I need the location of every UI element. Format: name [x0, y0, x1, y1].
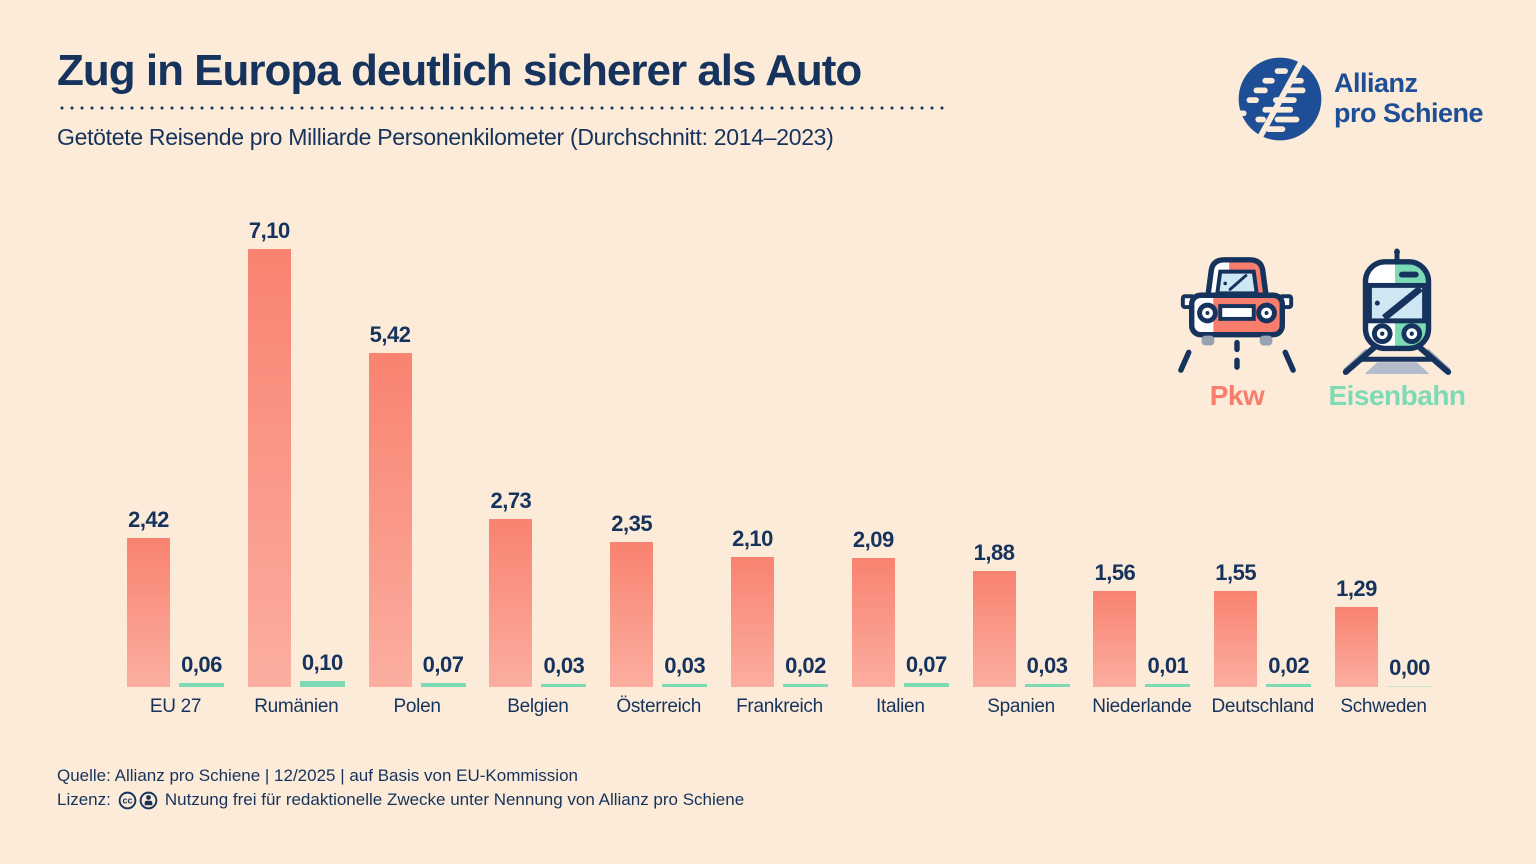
license-text: Nutzung frei für redaktionelle Zwecke un…: [164, 790, 745, 809]
cc-by-icon: [139, 791, 158, 809]
country-label: Spanien: [987, 696, 1055, 717]
car-bar: [247, 249, 291, 687]
rail-value-label: 0,00: [1389, 654, 1430, 680]
rail-bar: [1387, 685, 1432, 687]
chart-legend: Pkw: [1174, 248, 1466, 412]
brand-logo: Allianz pro Schiene: [1236, 55, 1484, 143]
car-value-label: 2,35: [611, 511, 653, 536]
brand-name-line1: Allianz: [1334, 68, 1418, 99]
svg-text:cc: cc: [122, 795, 132, 805]
car-value-label: 2,42: [128, 507, 169, 532]
license-icons: cc: [118, 791, 158, 810]
page-title: Zug in Europa deutlich sicherer als Auto: [57, 46, 862, 95]
rail-value-label: 0,07: [905, 651, 947, 677]
brand-name-line2: pro Schiene: [1334, 98, 1484, 128]
rail-bar: [662, 684, 708, 687]
country-label: Italien: [875, 696, 925, 717]
rail-value-label: 0,03: [1026, 653, 1068, 678]
car-bar: [851, 558, 895, 687]
country-label: Frankreich: [736, 696, 823, 717]
car-value-label: 1,56: [1094, 560, 1136, 585]
brand-name: Allianz pro Schiene: [1334, 68, 1484, 128]
rail-bar: [1024, 684, 1070, 687]
car-bar: [610, 542, 654, 687]
legend-item-car: Pkw: [1174, 248, 1300, 412]
cc-icon: cc: [118, 791, 137, 809]
license-line: Lizenz: cc Nutzung frei für redaktionell…: [57, 788, 744, 812]
train-icon: [1342, 248, 1452, 376]
car-value-label: 2,10: [732, 526, 773, 551]
country-label: Deutschland: [1211, 696, 1315, 717]
country-label: Österreich: [616, 696, 701, 717]
header: Zug in Europa deutlich sicherer als Auto…: [57, 46, 957, 151]
car-value-label: 1,55: [1215, 560, 1257, 585]
car-value-label: 2,73: [490, 488, 532, 513]
country-label: Polen: [393, 696, 441, 717]
license-prefix: Lizenz:: [57, 790, 111, 809]
rail-value-label: 0,01: [1147, 653, 1189, 678]
car-bar: [1093, 591, 1137, 687]
car-value-label: 5,42: [369, 322, 411, 347]
rail-value-label: 0,03: [664, 653, 706, 678]
car-value-label: 7,10: [248, 218, 290, 243]
title-divider: [57, 106, 945, 111]
legend-label-car: Pkw: [1209, 380, 1265, 411]
car-icon: [1178, 257, 1296, 376]
legend-item-train: Eisenbahn: [1328, 248, 1466, 412]
rail-bar: [541, 684, 587, 687]
car-bar: [731, 557, 774, 687]
car-value-label: 1,29: [1336, 576, 1377, 601]
rail-bar: [1266, 684, 1312, 687]
footer: Quelle: Allianz pro Schiene | 12/2025 | …: [57, 764, 744, 812]
country-label: Schweden: [1340, 696, 1427, 717]
car-value-label: 2,09: [852, 527, 894, 552]
rail-bar: [420, 682, 466, 687]
rail-bar: [1145, 684, 1191, 687]
car-bar: [489, 519, 533, 687]
rail-value-label: 0,10: [301, 649, 343, 675]
brand-logo-icon: [1236, 57, 1322, 141]
car-bar: [127, 538, 170, 687]
country-label: Niederlande: [1092, 696, 1192, 717]
car-value-label: 1,88: [973, 540, 1015, 565]
rail-value-label: 0,07: [422, 651, 464, 677]
rail-value-label: 0,02: [1268, 653, 1310, 678]
chart-subtitle: Getötete Reisende pro Milliarde Personen…: [57, 124, 834, 151]
rail-value-label: 0,03: [543, 653, 585, 678]
country-label: Belgien: [507, 696, 569, 717]
rail-value-label: 0,06: [181, 652, 222, 678]
country-label: Rumänien: [254, 696, 339, 717]
legend-label-train: Eisenbahn: [1328, 380, 1466, 411]
rail-bar: [299, 680, 345, 687]
country-label: EU 27: [149, 696, 202, 717]
car-bar: [1335, 607, 1378, 687]
rail-bar: [783, 684, 828, 687]
car-bar: [368, 353, 412, 687]
rail-bar: [903, 682, 949, 687]
rail-value-label: 0,02: [785, 653, 826, 678]
rail-bar: [179, 683, 224, 687]
car-bar: [1214, 591, 1258, 687]
car-bar: [972, 571, 1016, 687]
source-line: Quelle: Allianz pro Schiene | 12/2025 | …: [57, 766, 578, 785]
